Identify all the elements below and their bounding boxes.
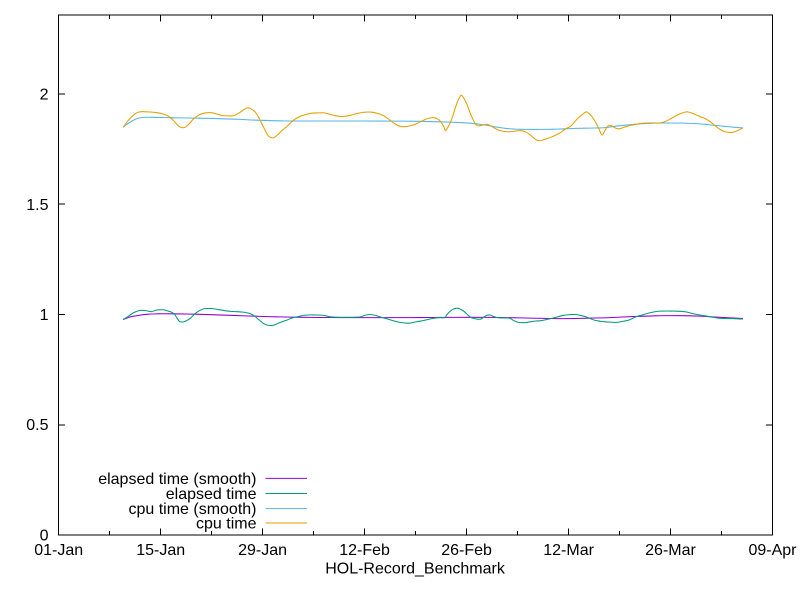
svg-text:26-Mar: 26-Mar — [645, 542, 696, 559]
svg-text:1: 1 — [40, 307, 49, 324]
svg-text:0.5: 0.5 — [26, 417, 48, 434]
svg-text:cpu time: cpu time — [196, 516, 257, 533]
svg-text:26-Feb: 26-Feb — [441, 542, 492, 559]
svg-text:cpu time (smooth): cpu time (smooth) — [128, 501, 256, 518]
svg-text:elapsed time (smooth): elapsed time (smooth) — [98, 471, 256, 488]
svg-text:HOL-Record_Benchmark: HOL-Record_Benchmark — [325, 561, 506, 578]
svg-text:0: 0 — [40, 528, 49, 545]
svg-text:15-Jan: 15-Jan — [136, 542, 185, 559]
svg-text:01-Jan: 01-Jan — [34, 542, 83, 559]
svg-text:29-Jan: 29-Jan — [238, 542, 287, 559]
svg-text:1.5: 1.5 — [26, 197, 48, 214]
svg-text:09-Apr: 09-Apr — [748, 542, 797, 559]
svg-text:12-Mar: 12-Mar — [543, 542, 594, 559]
svg-text:2: 2 — [40, 87, 49, 104]
svg-text:elapsed time: elapsed time — [166, 486, 257, 503]
svg-text:12-Feb: 12-Feb — [339, 542, 390, 559]
